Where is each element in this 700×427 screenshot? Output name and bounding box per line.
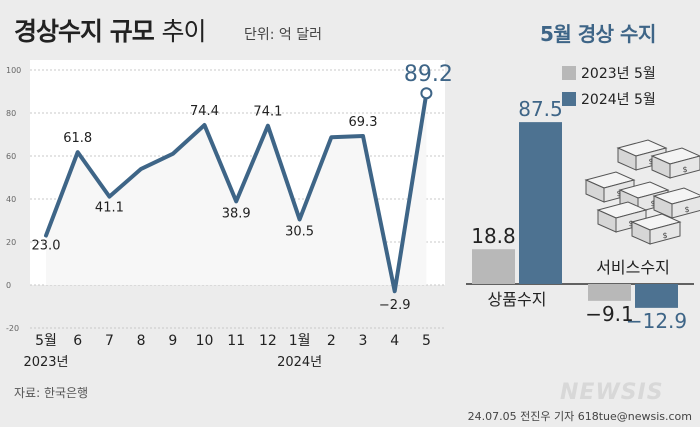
data-label: 30.5 — [285, 224, 314, 239]
chart-title: 경상수지 규모 추이 — [14, 12, 206, 48]
bar-value-label: −12.9 — [626, 309, 687, 333]
x-tick-label: 7 — [105, 333, 114, 349]
bar-value-label: 87.5 — [518, 97, 563, 121]
x-tick-label: 8 — [137, 333, 146, 349]
category-label: 서비스수지 — [596, 258, 670, 277]
bar — [635, 284, 678, 308]
y-tick-label: 20 — [6, 238, 16, 247]
title-light: 추이 — [161, 17, 206, 46]
dollar-sign-icon: $ — [684, 205, 689, 214]
money-box-icon — [649, 221, 681, 245]
dollar-sign-icon: $ — [662, 231, 667, 240]
year-label: 2024년 — [277, 355, 322, 370]
x-tick-label: 9 — [168, 333, 177, 349]
legend-swatch — [562, 66, 576, 80]
unit-label: 단위: 억 달러 — [244, 27, 323, 43]
title-bold: 경상수지 규모 — [14, 17, 155, 46]
x-tick-label: 3 — [359, 333, 368, 349]
watermark: NEWSIS — [560, 380, 664, 405]
x-tick-label: 5월 — [35, 333, 57, 349]
category-label: 상품수지 — [488, 290, 547, 309]
bar-value-label: −9.1 — [585, 302, 634, 326]
legend-swatch — [562, 92, 576, 106]
x-tick-label: 2 — [327, 333, 336, 349]
dollar-sign-icon: $ — [616, 189, 621, 198]
dollar-sign-icon: $ — [628, 219, 633, 228]
money-box-icon — [671, 196, 700, 219]
dollar-sign-icon: $ — [682, 165, 687, 174]
dollar-sign-icon: $ — [648, 157, 653, 166]
x-tick-label: 11 — [227, 333, 245, 349]
bar — [519, 122, 562, 284]
data-label: 74.1 — [253, 105, 282, 120]
data-label: 41.1 — [95, 201, 124, 216]
legend-label: 2023년 5월 — [581, 66, 656, 82]
right-panel-title: 5월 경상 수지 — [540, 22, 656, 46]
x-tick-label: 6 — [73, 333, 82, 349]
year-label: 2023년 — [23, 355, 68, 370]
bar-value-label: 18.8 — [471, 224, 516, 248]
dollar-sign-icon: $ — [650, 199, 655, 208]
bar — [472, 249, 515, 284]
y-tick-label: 40 — [6, 195, 16, 204]
x-tick-label: 1월 — [289, 333, 311, 349]
y-tick-label: 0 — [6, 281, 11, 290]
data-label: 61.8 — [63, 131, 92, 146]
source-label: 자료: 한국은행 — [14, 386, 89, 400]
x-tick-label: 5 — [422, 333, 431, 349]
data-label: 74.4 — [190, 104, 219, 119]
money-box-icon — [669, 155, 700, 179]
x-tick-label: 12 — [259, 333, 277, 349]
data-label-latest: 89.2 — [404, 62, 453, 87]
y-tick-label: 60 — [6, 152, 16, 161]
credit-label: 24.07.05 전진우 기자 618tue@newsis.com — [467, 410, 692, 423]
data-label: 38.9 — [222, 206, 251, 221]
data-label: −2.9 — [379, 298, 411, 313]
y-tick-label: -20 — [6, 324, 19, 333]
data-label: 23.0 — [32, 239, 61, 254]
data-point-latest — [420, 87, 433, 100]
legend-label: 2024년 5월 — [581, 92, 656, 108]
x-tick-label: 4 — [390, 333, 399, 349]
series-line — [44, 91, 429, 294]
bar — [588, 284, 631, 301]
x-tick-label: 10 — [196, 333, 214, 349]
y-tick-label: 80 — [6, 109, 16, 118]
data-label: 69.3 — [349, 115, 378, 130]
y-tick-label: 100 — [6, 66, 21, 75]
